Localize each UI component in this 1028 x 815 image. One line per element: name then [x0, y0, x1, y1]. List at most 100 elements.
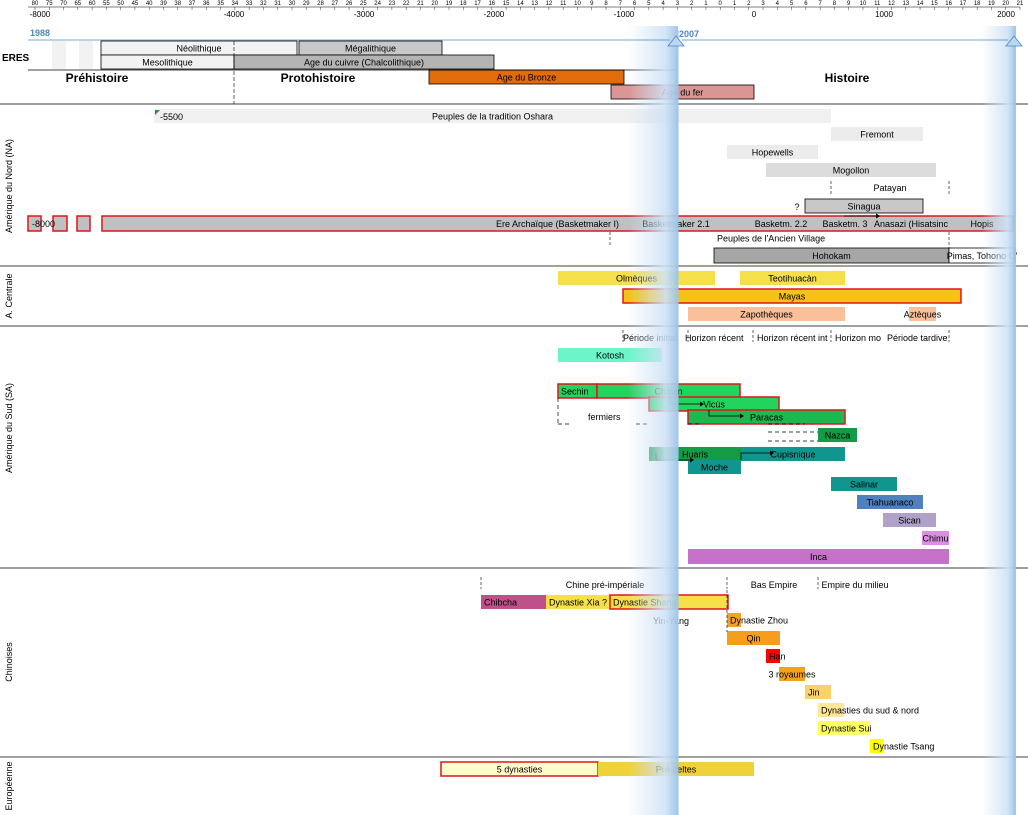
timeline-bar-label: Kotosh: [596, 351, 624, 361]
axis-major-label: -3000: [354, 10, 375, 19]
timeline-bar: [883, 513, 936, 527]
timeline-bars: Néolithique Mégalithique Mesolithique Age d…: [27, 40, 1018, 777]
axis-minor-label: 25: [360, 1, 367, 7]
axis-minor-label: 3: [761, 1, 765, 7]
axis-minor-label: 27: [331, 1, 338, 7]
timeline-bar: [766, 649, 780, 663]
timeline-bar-label: Chimu: [922, 534, 948, 544]
timeline-bar-label: Vicùs: [703, 400, 725, 410]
timeline-bar-label: Peuples de l'Ancien Village: [717, 234, 825, 244]
axis-minor-label: 12: [546, 1, 553, 7]
axis-minor-label: 26: [346, 1, 353, 7]
axis-minor-label: 4: [661, 1, 665, 7]
timeline-bar: [687, 409, 846, 425]
axis-minor-label: 80: [32, 1, 39, 7]
timeline-bar-label: Age du cuivre (Chalcolithique): [304, 58, 424, 68]
timeline-bar-label: Dynastie Sui: [821, 724, 872, 734]
timeline-bar-label: Cupisnique: [770, 450, 815, 460]
axis-minor-label: 14: [517, 1, 524, 7]
axis-minor-label: 75: [46, 1, 53, 7]
timeline-bar: [870, 739, 884, 753]
timeline-bar: [766, 163, 936, 177]
timeline-bar: [818, 703, 844, 717]
timeline-bar: [818, 428, 857, 442]
period-label: Horizon récent int: [757, 333, 828, 343]
axis-minor-label: 21: [1017, 1, 1024, 7]
period-label: -8000: [32, 219, 55, 229]
timeline-bar-label: Sinagua: [847, 202, 880, 212]
axis-minor-label: 22: [403, 1, 410, 7]
timeline-bar: [909, 307, 936, 321]
timeline-bar: [727, 145, 818, 159]
timeline-bar-label: Teotihuacàn: [768, 274, 817, 284]
period-label: Chine pré-impériale: [566, 580, 645, 590]
section-title: ERES: [2, 53, 30, 64]
axis-minor-label: 36: [203, 1, 210, 7]
axis-minor-label: 14: [917, 1, 924, 7]
timeline-bar: [805, 685, 831, 699]
timeline-bar-label: Dynastie Tsang: [873, 742, 934, 752]
axis-minor-label: 15: [503, 1, 510, 7]
marker-glow: [628, 26, 678, 815]
axis-minor-label: 45: [132, 1, 139, 7]
axis-minor-label: 11: [874, 1, 881, 7]
timeline-bar: [546, 595, 610, 609]
timeline-bar: [727, 631, 780, 645]
axis-minor-label: 18: [460, 1, 467, 7]
timeline-bar-label: 3 royaumes: [768, 670, 816, 680]
timeline-bar-label: Néolithique: [176, 44, 221, 54]
marker-overlay: 1988 2007: [28, 26, 1023, 815]
timeline-bar: [740, 271, 845, 285]
connector-arrow: [708, 410, 740, 417]
axis-minor-label: 20: [1002, 1, 1009, 7]
axis-minor-label: 35: [217, 1, 224, 7]
axis-minor-label: 28: [317, 1, 324, 7]
timeline-bar-label: Aztèques: [904, 310, 942, 320]
axis-major-label: -1000: [614, 10, 635, 19]
axis-minor-label: 12: [888, 1, 895, 7]
section-title: Chinoises: [4, 642, 14, 682]
timeline-bar: [741, 447, 845, 461]
period-label: fermiers: [588, 412, 621, 422]
axis-minor-label: 17: [474, 1, 481, 7]
connector-arrowhead: [690, 457, 694, 463]
timeline-bar-label: Zapothèques: [740, 310, 793, 320]
axis-minor-label: 3: [676, 1, 680, 7]
axis-minor-label: 34: [232, 1, 239, 7]
axis-minor-label: 7: [818, 1, 822, 7]
period-label: Basketm. 2.2: [755, 219, 808, 229]
timeline-bar: [27, 215, 42, 232]
axis-minor-label: 5: [647, 1, 651, 7]
connector-arrowhead: [740, 413, 744, 419]
timeline-bar: [831, 127, 923, 141]
axis-minor-label: 0: [719, 1, 723, 7]
timeline-bar: [831, 477, 897, 491]
axis-minor-label: 11: [560, 1, 567, 7]
axis-minor-label: 4: [776, 1, 780, 7]
timeline-bar-label: Chibcha: [484, 598, 517, 608]
marker-triangle: [155, 110, 160, 115]
timeline-bar-label: Patayan: [873, 183, 906, 193]
timeline-bar: [622, 288, 962, 304]
timeline-bar-label: Sican: [898, 516, 921, 526]
period-label: -5500: [160, 112, 183, 122]
axis-minor-label: 8: [833, 1, 837, 7]
axis-minor-label: 37: [189, 1, 196, 7]
connector-arrowhead: [700, 401, 704, 407]
timeline-bar-label: Mesolithique: [142, 58, 193, 68]
timeline-bar: [714, 232, 949, 244]
time-axis: 80 75 70 65 60 55 50 45 40 39 38 37 36 35 34 33 32 31 30 29…: [28, 1, 1024, 19]
axis-minor-label: 23: [389, 1, 396, 7]
axis-major-label: -2000: [484, 10, 505, 19]
timeline-bar: [779, 667, 805, 681]
timeline-bar-label: Mayas: [779, 292, 806, 302]
axis-minor-label: 19: [446, 1, 453, 7]
marker-glow: [982, 26, 1016, 815]
timeline-bar: [76, 215, 91, 232]
axis-minor-label: 31: [274, 1, 281, 7]
period-label: Bas Empire: [751, 580, 798, 590]
section-title: Européenne: [4, 761, 14, 810]
timeline-bar-label: Fremont: [860, 130, 894, 140]
marker-label: 1988: [30, 28, 50, 38]
